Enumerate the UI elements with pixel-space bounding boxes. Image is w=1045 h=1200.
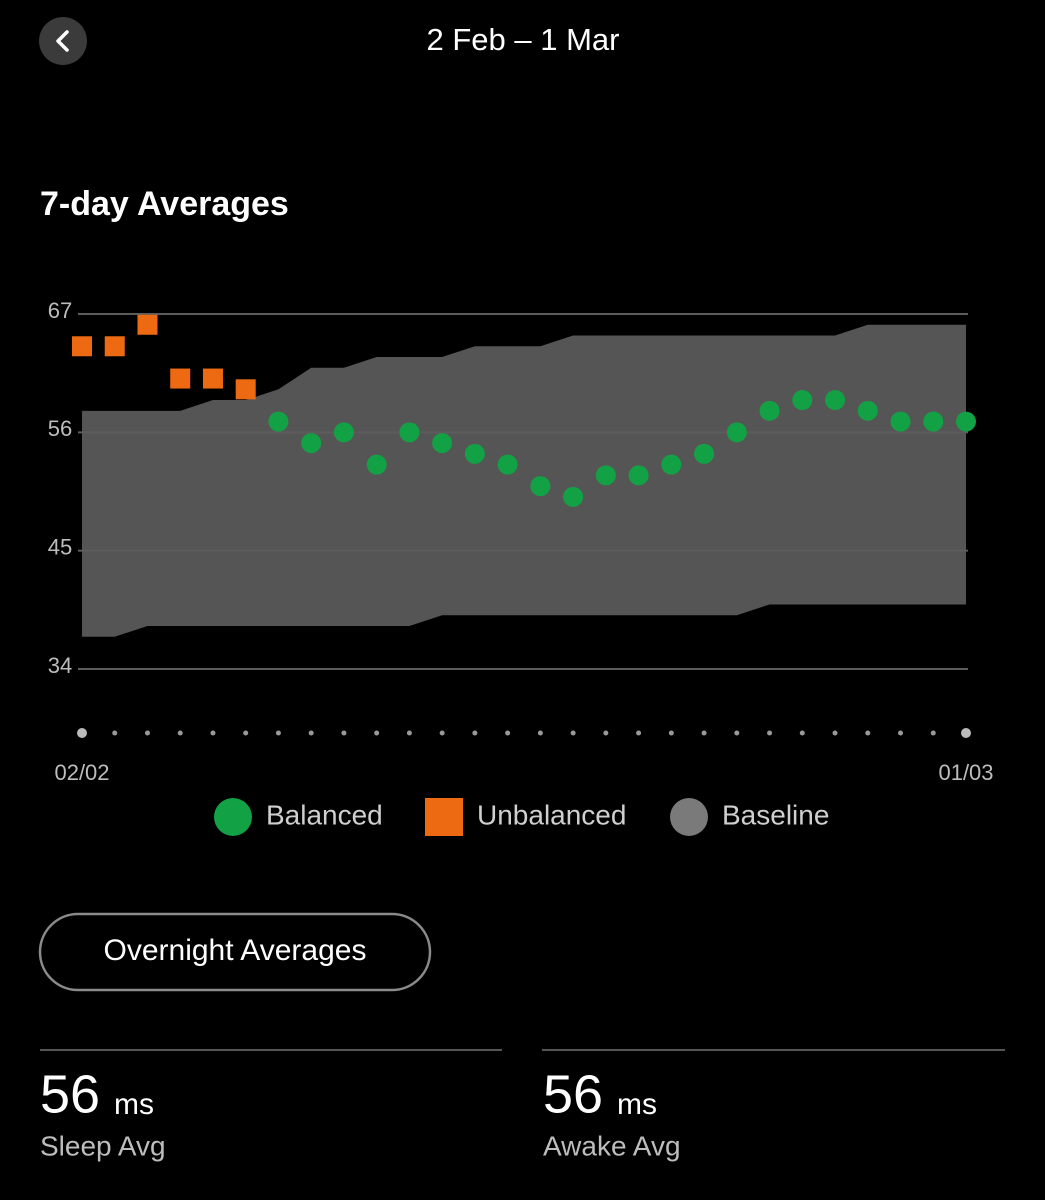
data-point <box>956 411 976 432</box>
baseline-band <box>82 324 966 637</box>
back-icon[interactable] <box>56 30 69 52</box>
x-axis-dot <box>275 730 281 736</box>
x-axis-dot <box>374 730 380 736</box>
x-axis-dot <box>636 730 642 736</box>
y-tick-label: 56 <box>48 416 72 441</box>
data-point <box>595 465 616 486</box>
data-point <box>235 379 256 400</box>
x-axis-dot <box>406 730 412 736</box>
x-tick-label: 02/02 <box>54 760 109 785</box>
button-outline[interactable] <box>38 912 432 992</box>
x-axis-dot <box>767 730 773 736</box>
x-axis-dot <box>439 730 445 736</box>
x-axis-dot <box>112 730 118 736</box>
y-tick-label: 34 <box>48 653 72 678</box>
x-axis-dot <box>734 730 740 736</box>
legend-label: Unbalanced <box>477 799 626 830</box>
data-point <box>563 486 584 507</box>
x-axis-dot <box>799 730 805 736</box>
x-axis-dot <box>243 730 249 736</box>
data-point <box>661 454 682 475</box>
legend-label: Baseline <box>722 799 829 830</box>
data-point <box>170 368 191 389</box>
data-point <box>464 443 485 464</box>
data-point <box>759 400 780 421</box>
x-axis-dot <box>308 730 314 736</box>
back-button[interactable] <box>39 17 87 65</box>
x-axis-dot <box>472 730 478 736</box>
data-point <box>726 422 747 443</box>
stat-value: 56 <box>543 1064 603 1124</box>
stat-unit: ms <box>617 1088 657 1121</box>
button[interactable]: Overnight Averages <box>38 912 432 992</box>
chart: 34 45 56 67 02/02 01/03 Balanced Unbalanced Base… <box>48 298 994 836</box>
button-label[interactable]: Overnight Averages <box>104 934 367 967</box>
data-point <box>104 336 125 357</box>
data-point <box>628 465 649 486</box>
data-point <box>137 314 158 335</box>
x-axis-dot <box>832 730 838 736</box>
x-axis-dot <box>537 730 543 736</box>
x-axis-dot <box>701 730 707 736</box>
data-point <box>923 411 944 432</box>
stat-label: Awake Avg <box>543 1130 681 1161</box>
x-axis-dot <box>341 730 347 736</box>
data-point <box>202 368 223 389</box>
y-tick-label: 45 <box>48 534 72 559</box>
data-point <box>333 422 354 443</box>
x-axis-dot <box>668 730 674 736</box>
x-axis-dot <box>210 730 216 736</box>
x-axis-dot <box>77 728 87 738</box>
stat-label: Sleep Avg <box>40 1130 166 1161</box>
data-point <box>792 390 813 411</box>
data-point <box>497 454 518 475</box>
x-axis-dot <box>177 730 183 736</box>
data-point <box>857 400 878 421</box>
data-point <box>825 390 846 411</box>
x-tick-label: 01/03 <box>938 760 993 785</box>
data-point <box>432 433 453 454</box>
back-button-bg[interactable] <box>39 17 87 65</box>
data-point <box>399 422 420 443</box>
data-point <box>366 454 387 475</box>
x-axis-dot <box>930 730 936 736</box>
x-axis-dot <box>865 730 871 736</box>
data-point <box>694 443 715 464</box>
header-title: 2 Feb – 1 Mar <box>427 22 620 57</box>
legend-swatch <box>214 798 252 836</box>
data-point <box>301 433 322 454</box>
section-title: 7-day Averages <box>40 185 289 223</box>
x-axis-dot <box>898 730 904 736</box>
x-axis-dot <box>144 730 150 736</box>
x-axis-dot <box>961 728 971 738</box>
x-axis-dot <box>603 730 609 736</box>
stat-value: 56 <box>40 1064 100 1124</box>
data-point <box>890 411 911 432</box>
stat-unit: ms <box>114 1088 154 1121</box>
legend-swatch <box>670 798 708 836</box>
x-axis-dot <box>570 730 576 736</box>
y-tick-label: 67 <box>48 298 72 323</box>
x-axis-dot <box>505 730 511 736</box>
legend-swatch <box>425 798 463 836</box>
legend-label: Balanced <box>266 799 383 830</box>
data-point <box>268 411 289 432</box>
data-point <box>72 336 92 357</box>
data-point <box>530 476 551 497</box>
